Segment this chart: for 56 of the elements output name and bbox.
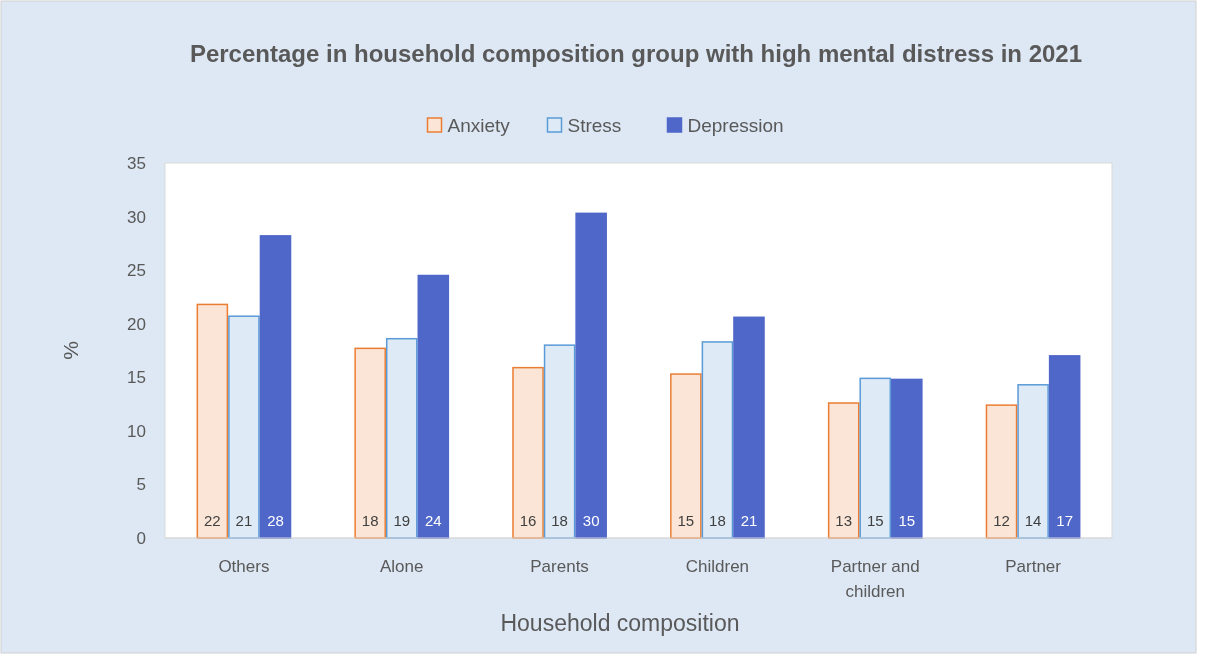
data-label: 13	[835, 512, 853, 529]
y-tick-label: 10	[127, 421, 146, 441]
bar	[228, 315, 260, 539]
x-tick-label: Alone	[380, 557, 424, 576]
legend-label: Depression	[687, 115, 784, 136]
y-tick-label: 15	[127, 368, 146, 388]
data-label: 21	[235, 512, 253, 529]
data-label: 12	[993, 512, 1010, 529]
data-label: 21	[740, 512, 758, 529]
data-label: 18	[709, 512, 726, 529]
y-tick-label: 30	[127, 207, 146, 227]
data-label: 19	[393, 512, 411, 529]
bar	[385, 337, 418, 539]
data-label: 17	[1056, 512, 1073, 529]
bar	[891, 378, 923, 539]
data-label: 24	[424, 512, 442, 529]
legend-label: Stress	[567, 115, 622, 136]
bar	[1017, 384, 1049, 539]
data-label: 28	[267, 512, 284, 529]
x-tick-label: Partner	[1005, 557, 1062, 576]
y-axis-title: %	[59, 341, 82, 360]
data-label: 15	[677, 512, 695, 529]
data-label: 22	[204, 512, 221, 529]
chart-title: Percentage in household composition group with high mental distress in 2021	[189, 40, 1083, 67]
bar	[196, 303, 229, 539]
bar	[1048, 355, 1081, 539]
data-label: 14	[1024, 512, 1042, 529]
x-tick-label: Others	[218, 557, 270, 576]
bar	[543, 344, 576, 539]
x-axis-title: Household composition	[500, 610, 740, 636]
x-tick-label: Partner and children	[830, 557, 920, 601]
legend-label: Anxiety	[447, 115, 511, 136]
y-tick-label: 25	[127, 261, 146, 281]
y-tick-label: 20	[127, 314, 146, 334]
bar	[259, 235, 292, 539]
data-label: 18	[551, 512, 568, 529]
data-label: 30	[582, 512, 600, 529]
y-tick-label: 5	[136, 475, 146, 495]
bar	[985, 404, 1018, 539]
bar	[827, 402, 860, 539]
x-tick-label: Children	[685, 557, 750, 576]
y-tick-label: 0	[136, 529, 146, 548]
bar	[575, 212, 607, 539]
bar	[512, 366, 544, 539]
x-tick-label: Parents	[530, 557, 589, 576]
bar	[859, 377, 892, 539]
data-label: 15	[866, 512, 884, 529]
data-label: 18	[361, 512, 379, 529]
bar	[354, 347, 386, 539]
bar	[733, 316, 765, 539]
bar	[701, 341, 734, 539]
data-label: 16	[519, 512, 537, 529]
bar	[417, 274, 450, 539]
bar	[670, 373, 702, 539]
y-tick-label: 35	[127, 154, 146, 173]
data-label: 15	[898, 512, 916, 529]
